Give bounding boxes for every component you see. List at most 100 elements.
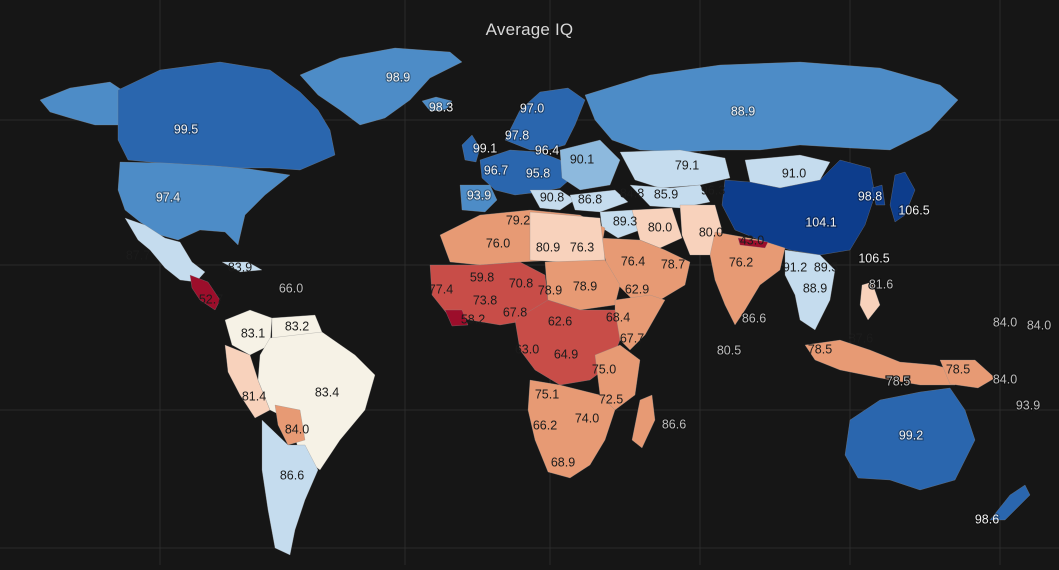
value-label-greenland: 98.9 bbox=[386, 70, 410, 84]
value-label-taiwan: 106.5 bbox=[858, 251, 889, 265]
region-shape-korea[interactable] bbox=[871, 184, 886, 206]
value-label-new-zealand: 98.6 bbox=[975, 512, 999, 526]
region-shape-madagascar[interactable] bbox=[631, 394, 656, 449]
region-shape-russia[interactable] bbox=[584, 61, 959, 153]
value-label-yemen: 62.9 bbox=[625, 282, 649, 296]
region-shape-iraq-syria[interactable] bbox=[599, 209, 641, 239]
region-shape-india[interactable] bbox=[709, 231, 786, 326]
value-label-micronesia: 84.0 bbox=[993, 315, 1017, 329]
value-label-sri-lanka: 86.6 bbox=[742, 311, 766, 325]
region-shape-paraguay[interactable] bbox=[274, 404, 306, 446]
value-label-dominican-republic: 66.0 bbox=[279, 281, 303, 295]
value-label-niger: 70.8 bbox=[509, 276, 533, 290]
value-label-sweden: 97.8 bbox=[505, 128, 529, 142]
region-shape-iberia[interactable] bbox=[459, 184, 498, 213]
value-label-dr-congo: 64.9 bbox=[554, 347, 578, 361]
region-shape-egypt-libya[interactable] bbox=[529, 211, 606, 263]
value-label-united-kingdom: 99.1 bbox=[473, 141, 497, 155]
region-shape-brazil[interactable] bbox=[257, 331, 376, 471]
value-label-pakistan: 80.0 bbox=[699, 225, 723, 239]
region-shape-turkey[interactable] bbox=[569, 189, 629, 213]
region-shape-png[interactable] bbox=[939, 359, 996, 389]
region-shape-new-zealand[interactable] bbox=[989, 484, 1031, 521]
value-label-uzbekistan: 85.9 bbox=[654, 187, 678, 201]
region-shape-scandinavia[interactable] bbox=[504, 87, 586, 151]
region-shape-australia[interactable] bbox=[844, 387, 976, 491]
value-label-turkey: 86.8 bbox=[578, 192, 602, 206]
region-shape-china[interactable] bbox=[721, 159, 876, 256]
value-label-nepal: 43.0 bbox=[740, 233, 764, 247]
value-label-somalia: 67.7 bbox=[620, 331, 644, 345]
value-label-saudi-arabia: 76.4 bbox=[621, 254, 645, 268]
region-shape-balkans[interactable] bbox=[529, 189, 576, 211]
value-label-colombia: 83.1 bbox=[241, 326, 265, 340]
region-shape-central-america[interactable] bbox=[189, 274, 221, 311]
value-label-russia: 96.3 bbox=[701, 183, 725, 197]
region-shape-japan[interactable] bbox=[889, 171, 916, 223]
region-shape-eastern-europe[interactable] bbox=[559, 139, 621, 191]
region-shape-southern-africa[interactable] bbox=[527, 379, 616, 479]
value-label-united-states: 97.4 bbox=[156, 190, 180, 204]
value-label-georgia: 84.8 bbox=[620, 186, 644, 200]
value-label-tanzania: 75.0 bbox=[592, 362, 616, 376]
region-shape-iceland[interactable] bbox=[421, 96, 453, 112]
value-label-france: 96.7 bbox=[484, 163, 508, 177]
value-label-egypt: 76.3 bbox=[570, 240, 594, 254]
value-label-argentina: 86.6 bbox=[280, 468, 304, 482]
value-label-greece: 90.8 bbox=[540, 190, 564, 204]
value-label-myanmar: 91.2 bbox=[783, 260, 807, 274]
value-labels: 98.9 98.3 99.5 97.4 87.7 83.9 66.0 52.7 83.1 83.2… bbox=[126, 69, 1052, 527]
region-shape-iran[interactable] bbox=[631, 207, 683, 249]
value-label-algeria: 76.0 bbox=[486, 236, 510, 250]
value-label-thailand: 88.9 bbox=[803, 281, 827, 295]
region-shape-sierra-leone[interactable] bbox=[444, 309, 469, 327]
value-label-brunei: 87.6 bbox=[849, 331, 873, 345]
region-shape-philippines[interactable] bbox=[859, 281, 881, 321]
value-label-senegal: 77.4 bbox=[429, 282, 453, 296]
value-label-namibia: 66.2 bbox=[533, 418, 557, 432]
value-label-peru: 81.4 bbox=[242, 389, 266, 403]
value-label-chad: 78.9 bbox=[538, 283, 562, 297]
value-label-mali: 59.8 bbox=[470, 270, 494, 284]
region-shape-central-asia[interactable] bbox=[629, 184, 711, 209]
value-label-angola: 75.1 bbox=[535, 387, 559, 401]
value-label-iceland: 98.3 bbox=[429, 100, 453, 114]
region-shape-canada[interactable] bbox=[117, 61, 336, 171]
region-shape-mexico[interactable] bbox=[124, 217, 206, 283]
region-shape-southeast-asia[interactable] bbox=[784, 249, 836, 331]
region-shape-cuba[interactable] bbox=[221, 261, 263, 273]
value-label-nigeria: 67.8 bbox=[503, 305, 527, 319]
value-label-vanuatu: 93.9 bbox=[1016, 398, 1040, 412]
value-label-iraq: 89.3 bbox=[613, 214, 637, 228]
value-label-mongolia: 91.0 bbox=[782, 166, 806, 180]
region-shape-peru[interactable] bbox=[224, 344, 271, 419]
value-label-paraguay: 84.0 bbox=[285, 422, 309, 436]
value-label-guatemala: 52.7 bbox=[199, 292, 223, 306]
value-label-australia: 99.2 bbox=[899, 428, 923, 442]
value-label-madagascar: 86.6 bbox=[662, 417, 686, 431]
value-label-indonesia: 78.5 bbox=[946, 362, 970, 376]
value-label-suriname: 83.2 bbox=[285, 319, 309, 333]
value-label-marshall-islands: 84.0 bbox=[1027, 318, 1051, 332]
map-title: Average IQ bbox=[485, 20, 574, 39]
region-shape-united-states[interactable] bbox=[117, 161, 291, 246]
value-label-oman: 78.7 bbox=[661, 257, 685, 271]
region-shape-argentina[interactable] bbox=[261, 419, 319, 556]
value-label-ethiopia: 68.4 bbox=[606, 310, 630, 324]
value-label-hungary: 95.8 bbox=[526, 166, 550, 180]
region-shape-nepal[interactable] bbox=[737, 237, 769, 249]
value-label-sierra-leone: 58.2 bbox=[461, 312, 485, 326]
region-shape-kazakhstan[interactable] bbox=[619, 149, 731, 189]
value-label-mozambique: 72.5 bbox=[599, 392, 623, 406]
value-label-india: 76.2 bbox=[729, 255, 753, 269]
value-label-ukraine: 90.1 bbox=[570, 152, 594, 166]
value-label-south-africa: 68.9 bbox=[551, 455, 575, 469]
value-label-central-african-republic: 62.6 bbox=[548, 314, 572, 328]
value-label-libya: 80.9 bbox=[536, 240, 560, 254]
value-label-spain: 93.9 bbox=[467, 188, 491, 202]
value-label-maldives: 80.5 bbox=[717, 343, 741, 357]
region-shape-greenland[interactable] bbox=[299, 47, 463, 126]
value-label-cuba: 83.9 bbox=[228, 260, 252, 274]
region-shape-uk[interactable] bbox=[461, 134, 481, 163]
